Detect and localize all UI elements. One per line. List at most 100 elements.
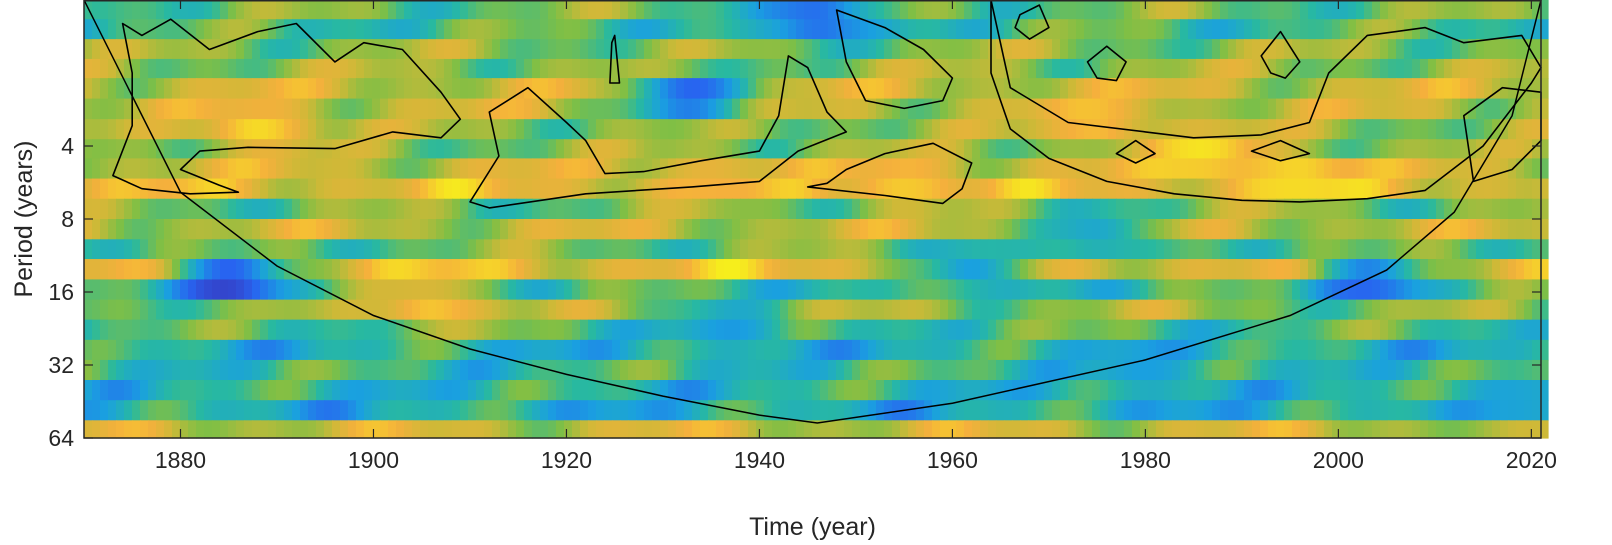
heatmap-cell: [452, 158, 461, 180]
heatmap-cell: [1092, 319, 1101, 341]
heatmap-cell: [132, 359, 141, 381]
heatmap-cell: [388, 339, 397, 361]
heatmap-cell: [1212, 359, 1221, 381]
heatmap-cell: [1500, 400, 1509, 421]
heatmap-cell: [604, 299, 613, 321]
heatmap-cell: [1276, 39, 1285, 60]
heatmap-cell: [1100, 98, 1109, 120]
heatmap-cell: [1004, 78, 1013, 100]
heatmap-cell: [924, 119, 933, 140]
heatmap-cell: [980, 420, 989, 439]
heatmap-cell: [740, 19, 749, 40]
heatmap-cell: [356, 219, 365, 240]
heatmap-cell: [692, 400, 701, 421]
heatmap-cell: [1540, 259, 1549, 281]
heatmap-cell: [1020, 380, 1029, 401]
heatmap-cell: [620, 400, 629, 421]
heatmap-cell: [908, 319, 917, 341]
heatmap-cell: [1252, 339, 1261, 361]
heatmap-cell: [1492, 98, 1501, 120]
heatmap-cell: [148, 299, 157, 321]
heatmap-cell: [140, 58, 149, 79]
heatmap-cell: [1372, 319, 1381, 341]
heatmap-cell: [564, 420, 573, 439]
heatmap-cell: [212, 299, 221, 321]
heatmap-cell: [1148, 39, 1157, 60]
heatmap-cell: [716, 339, 725, 361]
heatmap-cell: [1340, 158, 1349, 180]
heatmap-cell: [1196, 239, 1205, 260]
heatmap-cell: [956, 380, 965, 401]
heatmap-cell: [628, 420, 637, 439]
heatmap-cell: [756, 400, 765, 421]
heatmap-cell: [780, 58, 789, 79]
heatmap-cell: [180, 299, 189, 321]
heatmap-cell: [1532, 319, 1541, 341]
heatmap-cell: [548, 119, 557, 140]
heatmap-cell: [828, 279, 837, 301]
heatmap-cell: [964, 319, 973, 341]
heatmap-cell: [284, 119, 293, 140]
heatmap-cell: [340, 139, 349, 160]
heatmap-cell: [1380, 259, 1389, 281]
heatmap-cell: [1444, 58, 1453, 79]
heatmap-cell: [476, 158, 485, 180]
heatmap-cell: [1316, 279, 1325, 301]
heatmap-cell: [780, 400, 789, 421]
heatmap-cell: [484, 19, 493, 40]
heatmap-cell: [324, 380, 333, 401]
heatmap-cell: [492, 198, 501, 220]
heatmap-cell: [1148, 139, 1157, 160]
heatmap-cell: [180, 239, 189, 260]
heatmap-cell: [1516, 239, 1525, 260]
heatmap-cell: [444, 279, 453, 301]
heatmap-cell: [252, 139, 261, 160]
heatmap-cell: [1028, 259, 1037, 281]
heatmap-cell: [932, 279, 941, 301]
heatmap-cell: [876, 339, 885, 361]
heatmap-cell: [1052, 279, 1061, 301]
heatmap-cell: [788, 359, 797, 381]
heatmap-cell: [868, 339, 877, 361]
heatmap-cell: [1460, 359, 1469, 381]
heatmap-cell: [916, 158, 925, 180]
heatmap-cell: [1348, 178, 1357, 200]
heatmap-cell: [1332, 359, 1341, 381]
heatmap-cell: [1332, 198, 1341, 220]
heatmap-cell: [852, 380, 861, 401]
heatmap-cell: [444, 420, 453, 439]
heatmap-cell: [900, 420, 909, 439]
heatmap-cell: [1196, 19, 1205, 40]
heatmap-cell: [1300, 198, 1309, 220]
heatmap-cell: [428, 0, 437, 20]
heatmap-cell: [1276, 359, 1285, 381]
heatmap-cell: [748, 39, 757, 60]
heatmap-cell: [1516, 219, 1525, 240]
heatmap-cell: [788, 380, 797, 401]
heatmap-cell: [820, 259, 829, 281]
heatmap-cell: [1036, 219, 1045, 240]
heatmap-cell: [868, 400, 877, 421]
heatmap-cell: [428, 239, 437, 260]
heatmap-cell: [1348, 299, 1357, 321]
heatmap-cell: [1076, 198, 1085, 220]
heatmap-cell: [1076, 239, 1085, 260]
heatmap-cell: [804, 319, 813, 341]
heatmap-cell: [156, 19, 165, 40]
heatmap-cell: [452, 299, 461, 321]
heatmap-cell: [628, 78, 637, 100]
heatmap-cell: [1092, 78, 1101, 100]
heatmap-cell: [1140, 78, 1149, 100]
heatmap-cell: [1404, 139, 1413, 160]
heatmap-cell: [332, 78, 341, 100]
heatmap-cell: [1028, 319, 1037, 341]
heatmap-cell: [212, 158, 221, 180]
heatmap-cell: [684, 239, 693, 260]
heatmap-cell: [748, 219, 757, 240]
heatmap-cell: [276, 339, 285, 361]
heatmap-cell: [516, 39, 525, 60]
heatmap-cell: [244, 400, 253, 421]
heatmap-cell: [612, 178, 621, 200]
heatmap-cell: [1116, 359, 1125, 381]
heatmap-cell: [932, 259, 941, 281]
